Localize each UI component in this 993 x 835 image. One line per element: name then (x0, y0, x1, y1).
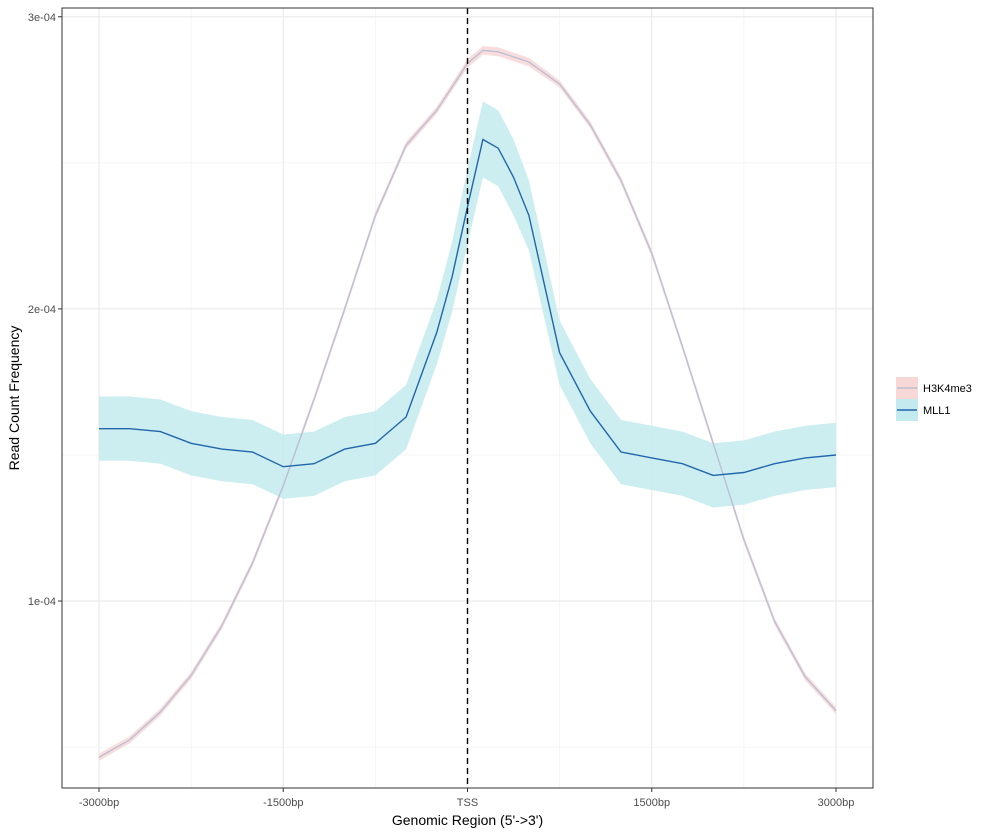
legend-label: H3K4me3 (923, 383, 972, 395)
line-mll1 (99, 138, 837, 477)
x-tick-label: -1500bp (263, 797, 303, 809)
x-tick-label: 3000bp (818, 797, 855, 809)
series-lines (98, 49, 837, 758)
y-axis-title: Read Count Frequency (6, 326, 22, 471)
x-tick-label: 1500bp (633, 797, 670, 809)
x-tick-label: -3000bp (79, 797, 119, 809)
axes: -3000bp -1500bp TSS 1500bp 3000bp 1e-04 2e-04 3… (28, 12, 855, 809)
legend: H3K4me3 MLL1 (896, 377, 972, 421)
y-tick-label: 3e-04 (28, 12, 56, 24)
x-axis-title: Genomic Region (5'->3') (392, 812, 543, 828)
line-h3k4me3 (98, 49, 837, 758)
y-tick-label: 2e-04 (28, 304, 56, 316)
y-tick-label: 1e-04 (28, 596, 56, 608)
legend-label: MLL1 (923, 405, 951, 417)
x-tick-label: TSS (457, 797, 478, 809)
